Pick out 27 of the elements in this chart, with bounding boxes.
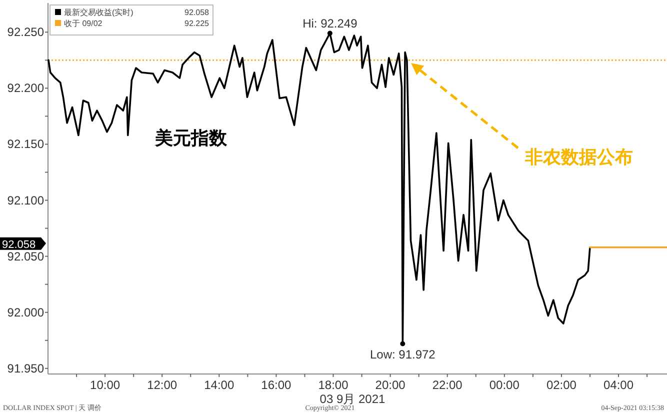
x-tick-label: 14:00 (204, 378, 234, 392)
y-tick-label: 92.150 (7, 137, 44, 152)
y-tick-label: 92.050 (7, 249, 44, 264)
annotation: 非农数据公布 (524, 147, 633, 167)
x-tick-label: 12:00 (147, 378, 178, 392)
x-tick-label: 00:00 (489, 378, 520, 392)
x-tick-label: 20:00 (375, 378, 406, 392)
legend-label: 最新交易收益(实时) (64, 8, 134, 17)
y-tick-label: 92.100 (7, 193, 44, 208)
annotation: 92.058 (184, 8, 210, 17)
annotation: 92.225 (184, 19, 210, 28)
x-axis-title: 03 9月 2021 (320, 392, 386, 406)
annotation: Hi: 92.249 (302, 16, 358, 30)
x-tick-label: 22:00 (432, 378, 463, 392)
x-tick-label: 10:00 (90, 378, 120, 392)
x-tick-label: 16:00 (261, 378, 292, 392)
text: 92.058 (2, 238, 36, 251)
y-tick-label: 92.250 (7, 25, 44, 40)
y-tick-label: 92.200 (7, 81, 44, 96)
annotation: 美元指数 (154, 128, 228, 148)
y-tick-label: 91.950 (7, 361, 44, 376)
legend-label: 收于 09/02 (64, 19, 103, 28)
y-tick-label: 92.000 (7, 305, 44, 320)
x-tick-label: 04:00 (603, 378, 634, 392)
x-tick-label: 02:00 (546, 378, 577, 392)
annotation: Low: 91.972 (370, 348, 436, 362)
x-tick-label: 18:00 (318, 378, 349, 392)
